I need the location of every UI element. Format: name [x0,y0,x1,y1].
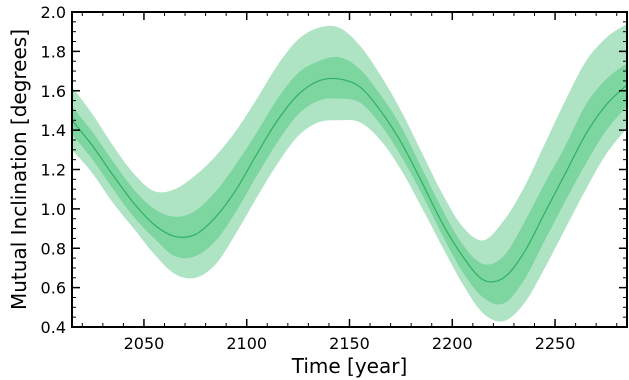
plot-frame [71,11,628,328]
median-line [72,77,627,283]
y-axis-label: Mutual Inclination [degrees] [7,29,31,310]
y-tick-label: 2.0 [41,3,66,22]
x-tick-label: 2200 [432,334,473,353]
y-tick-label: 0.4 [41,318,66,337]
y-axis-ticks: 0.4 0.6 0.8 1.0 1.2 1.4 1.6 1.8 2.0 [41,3,627,337]
x-tick-label: 2250 [535,334,576,353]
y-tick-label: 0.6 [41,279,66,298]
x-axis-label: Time [year] [291,354,408,378]
x-tick-label: 2100 [226,334,267,353]
y-tick-label: 1.2 [41,161,66,180]
outer-band-area [72,23,627,322]
y-tick-label: 1.6 [41,82,66,101]
confidence-bands [72,23,627,322]
y-tick-label: 1.4 [41,121,66,140]
median-line-group [72,77,627,283]
inner-band-area [72,56,627,305]
x-tick-label: 2150 [329,334,370,353]
y-tick-label: 1.8 [41,42,66,61]
y-tick-label: 1.0 [41,200,66,219]
x-tick-label: 2050 [124,334,165,353]
y-tick-label: 0.8 [41,239,66,258]
x-axis-ticks: 2050 2100 2150 2200 2250 [81,12,618,353]
